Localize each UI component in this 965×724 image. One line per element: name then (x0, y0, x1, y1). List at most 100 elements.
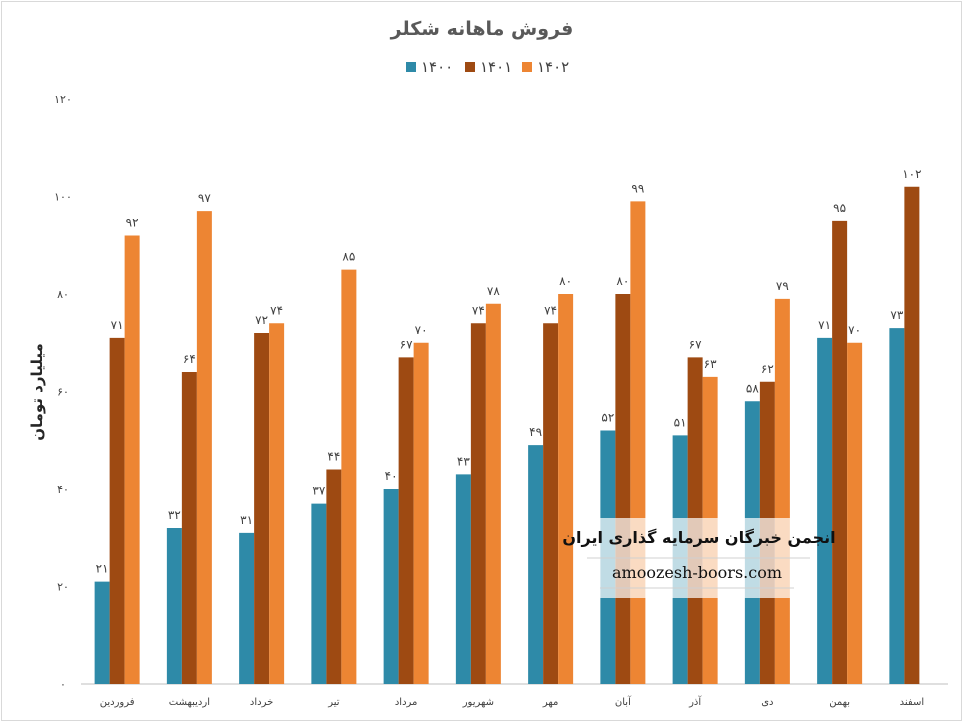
data-label: ۴۹ (529, 425, 542, 439)
chart-title: فروش ماهانه شکلر (390, 18, 574, 40)
bar-2 (832, 220, 848, 684)
legend-label: ۱۴۰۱ (480, 58, 512, 76)
y-tick-label: ۱۰۰ (54, 191, 72, 204)
data-label: ۳۷ (312, 484, 325, 498)
y-tick-label: ۶۰ (57, 386, 69, 399)
bar-3 (630, 201, 646, 684)
x-tick-label: مهر (542, 697, 558, 708)
bar-3 (124, 235, 140, 684)
bar-1 (889, 328, 905, 684)
bar-1 (166, 528, 182, 684)
data-label: ۷۴ (472, 303, 485, 317)
x-tick-label: تیر (327, 697, 340, 708)
bar-1 (311, 503, 327, 684)
legend-swatch (406, 62, 416, 72)
data-label: ۶۲ (761, 362, 774, 376)
y-tick-label: ۴۰ (57, 483, 69, 496)
bar-3 (196, 211, 212, 684)
data-label: ۹۲ (126, 216, 139, 230)
data-label: ۸۵ (342, 250, 355, 264)
bar-1 (528, 445, 544, 684)
data-label: ۳۲ (168, 508, 181, 522)
data-label: ۸۰ (616, 274, 629, 288)
x-tick-label: فروردین (100, 697, 135, 708)
data-label: ۶۷ (689, 337, 702, 351)
data-label: ۵۲ (601, 411, 614, 425)
bar-3 (341, 269, 357, 684)
data-label: ۷۸ (487, 284, 500, 298)
data-label: ۷۹ (776, 279, 789, 293)
bar-1 (383, 489, 399, 684)
x-tick-label: آبان (615, 695, 632, 708)
bar-3 (413, 342, 429, 684)
bar-2 (470, 323, 486, 684)
legend-label: ۱۴۰۲ (537, 58, 569, 76)
legend-swatch (522, 62, 532, 72)
data-label: ۶۷ (400, 337, 413, 351)
bar-2 (543, 323, 559, 684)
bar-3 (558, 294, 574, 684)
bar-3 (774, 298, 790, 684)
x-tick-label: دی (761, 697, 773, 708)
data-label: ۴۰ (385, 469, 398, 483)
data-label: ۱۰۲ (902, 167, 921, 181)
data-label: ۲۱ (96, 562, 109, 576)
data-label: ۷۰ (848, 323, 861, 337)
x-tick-label: خرداد (250, 697, 273, 708)
data-label: ۷۳ (890, 308, 903, 322)
data-label: ۳۱ (240, 513, 253, 527)
data-label: ۴۳ (457, 454, 470, 468)
data-label: ۷۲ (255, 313, 268, 327)
data-label: ۹۷ (198, 191, 211, 205)
data-label: ۵۱ (674, 415, 687, 429)
y-tick-label: ۰ (60, 678, 66, 691)
data-label: ۸۰ (559, 274, 572, 288)
bar-1 (239, 532, 255, 684)
bar-1 (817, 337, 833, 684)
data-label: ۵۸ (746, 381, 759, 395)
y-axis: ۰ ۲۰ ۴۰ ۶۰ ۸۰ ۱۰۰ ۱۲۰ (54, 93, 72, 691)
data-labels: ۲۱۷۱۹۲۳۲۶۴۹۷۳۱۷۲۷۴۳۷۴۴۸۵۴۰۶۷۷۰۴۳۷۴۷۸۴۹۷۴… (96, 167, 922, 576)
data-label: ۷۱ (818, 318, 831, 332)
data-label: ۷۰ (415, 323, 428, 337)
watermark-title: انجمن خبرگان سرمایه گذاری ایران (562, 528, 835, 547)
bar-2 (326, 469, 342, 684)
y-tick-label: ۲۰ (57, 581, 69, 594)
bar-3 (485, 303, 501, 684)
data-label: ۷۴ (270, 303, 283, 317)
x-tick-label: اردیبهشت (169, 697, 210, 708)
y-tick-label: ۸۰ (57, 288, 69, 301)
x-tick-label: بهمن (829, 697, 850, 708)
bar-2 (615, 294, 631, 684)
bar-3 (847, 342, 863, 684)
bar-2 (254, 333, 270, 684)
x-tick-label: شهریور (462, 697, 494, 708)
data-label: ۹۹ (631, 181, 644, 195)
bar-2 (181, 372, 197, 684)
legend: ۱۴۰۰ ۱۴۰۱ ۱۴۰۲ (406, 58, 569, 76)
x-tick-label: آذر (688, 695, 702, 708)
data-label: ۷۱ (111, 318, 124, 332)
bar-3 (269, 323, 285, 684)
y-axis-label: میلیارد تومان (28, 343, 46, 441)
bar-2 (904, 186, 920, 684)
data-label: ۷۴ (544, 303, 557, 317)
watermark: انجمن خبرگان سرمایه گذاری ایران amoozesh… (562, 518, 836, 598)
bar-2 (398, 357, 414, 684)
x-tick-label: اسفند (900, 697, 924, 708)
bar-1 (455, 474, 471, 684)
bar-1 (94, 581, 110, 684)
data-label: ۹۵ (833, 201, 846, 215)
bar-2 (109, 337, 125, 684)
y-tick-label: ۱۲۰ (54, 93, 72, 106)
data-label: ۴۴ (327, 450, 340, 464)
data-label: ۶۳ (704, 357, 717, 371)
data-label: ۶۴ (183, 352, 196, 366)
legend-swatch (465, 62, 475, 72)
x-axis: فروردین اردیبهشت خرداد تیر مرداد شهریور مهر آبا… (100, 695, 924, 708)
legend-label: ۱۴۰۰ (421, 58, 453, 76)
watermark-url: amoozesh-boors.com (612, 563, 782, 582)
bars (94, 186, 920, 684)
